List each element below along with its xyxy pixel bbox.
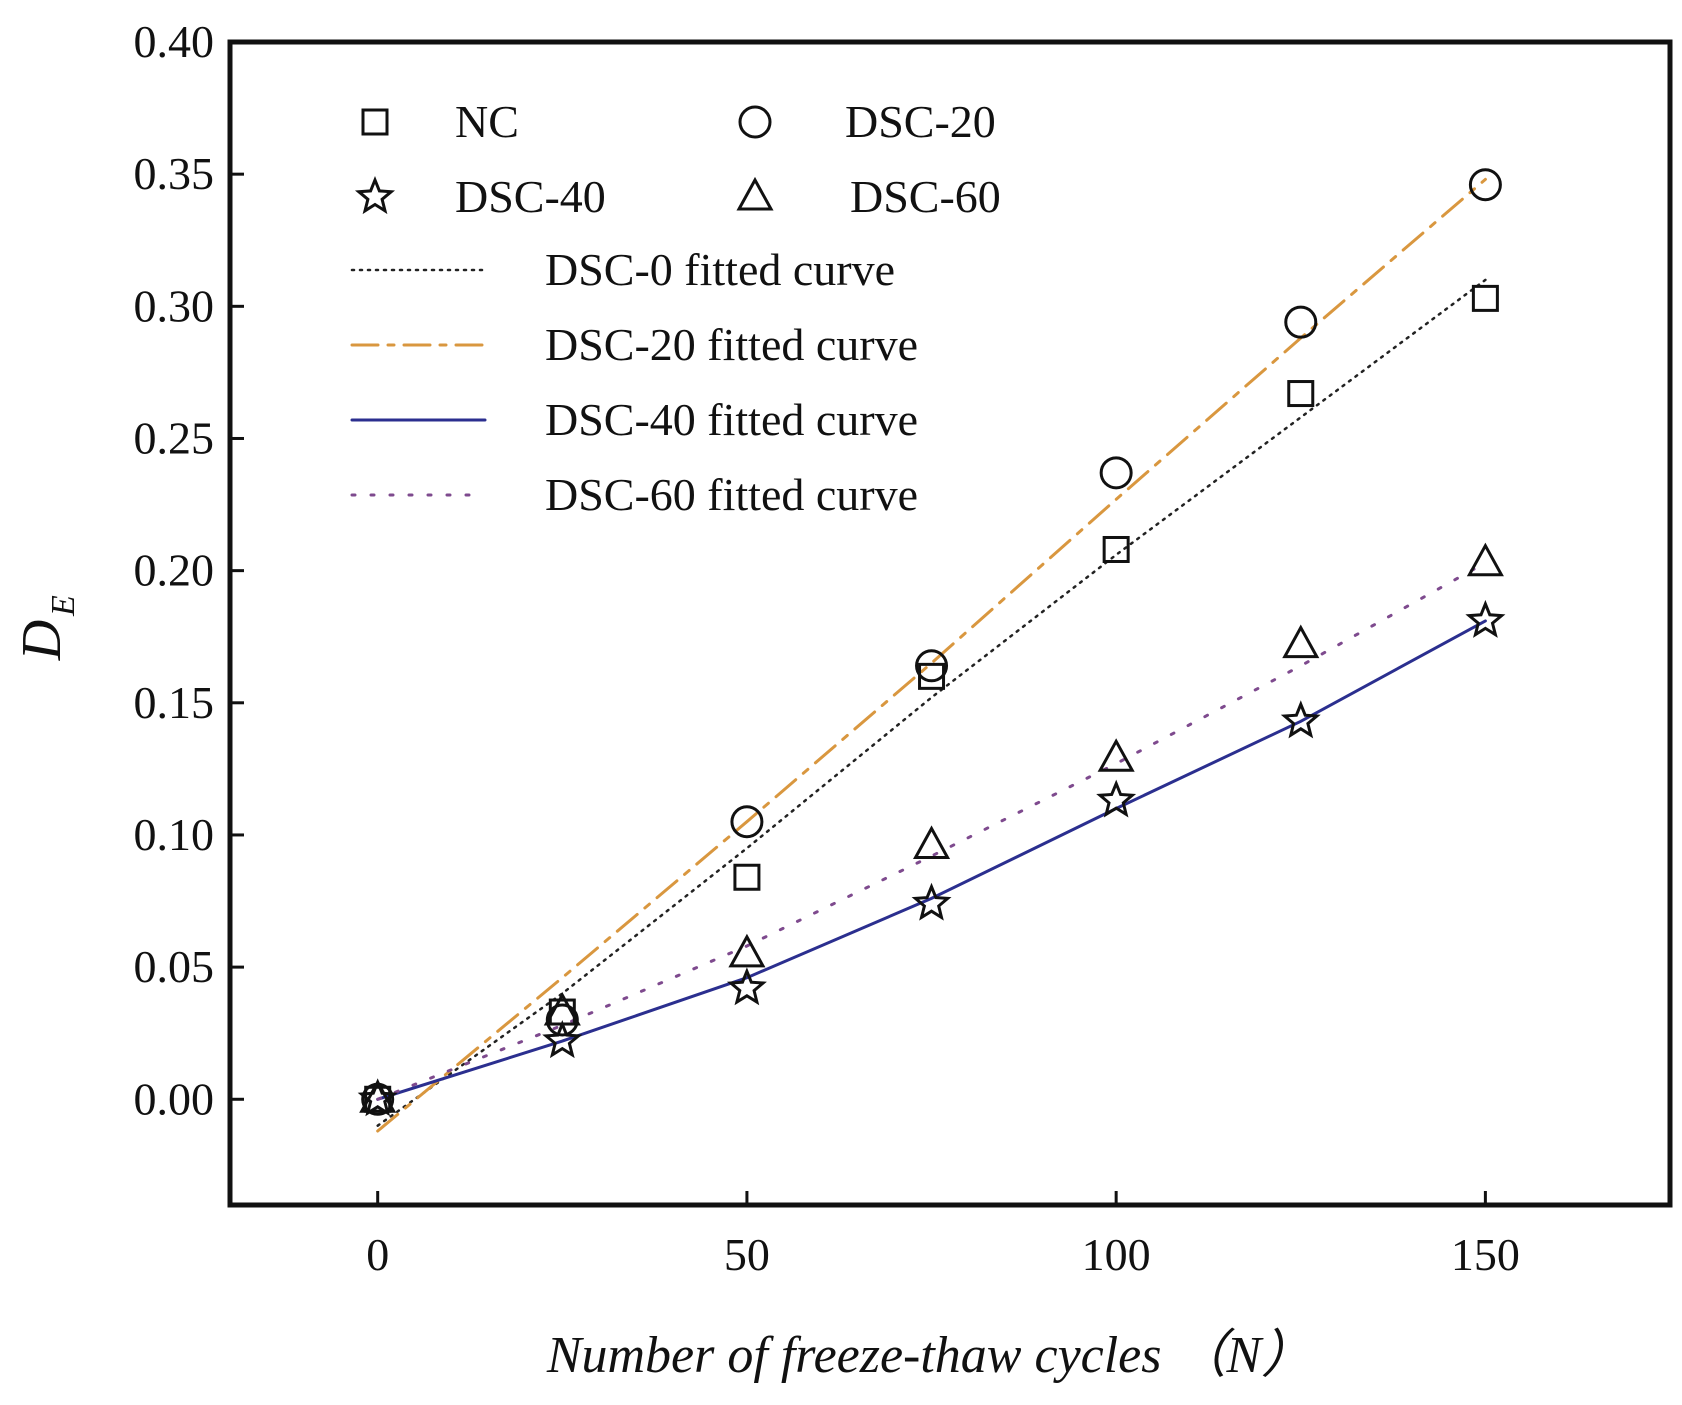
x-tick-label-3: 150	[1451, 1229, 1520, 1280]
marker-dsc-20-50	[730, 805, 764, 839]
marker-dsc-60-150	[1466, 542, 1504, 577]
marker-dsc-40-150	[1465, 599, 1506, 638]
fitted-curve-3	[376, 619, 1487, 1101]
marker-dsc-60-50	[728, 933, 766, 968]
y-tick-label-6: 0.30	[134, 280, 215, 331]
fitted-curve-1	[376, 278, 1487, 1127]
legend-label-nc: NC	[455, 96, 519, 147]
marker-dsc-40-50	[727, 967, 767, 1006]
y-axis-title-main: D	[11, 620, 73, 661]
marker-dsc-40-75	[911, 882, 952, 921]
legend-label-dsc-20: DSC-20	[845, 96, 996, 147]
y-axis-title-sub: E	[45, 595, 82, 617]
y-axis-title: D E	[11, 595, 82, 661]
legend-marker-dsc-20	[738, 105, 772, 139]
marker-dsc-60-0	[359, 1079, 397, 1113]
marker-dsc-40-0	[357, 1078, 398, 1117]
y-tick-label-4: 0.20	[134, 545, 215, 596]
fitted-curve-2	[376, 177, 1487, 1133]
marker-dsc-60-100	[1097, 738, 1135, 772]
marker-dsc-20-125	[1284, 305, 1318, 339]
marker-dsc-20-100	[1099, 456, 1133, 490]
y-tick-label-7: 0.35	[134, 148, 215, 199]
marker-nc-150	[1471, 284, 1499, 312]
x-tick-label-2: 100	[1082, 1229, 1151, 1280]
legend-marker-dsc-40	[354, 175, 396, 215]
marker-dsc-40-100	[1096, 779, 1137, 818]
legend-label-dsc-60: DSC-60	[850, 171, 1001, 222]
marker-dsc-20-150	[1468, 168, 1502, 202]
y-tick-label-1: 0.05	[134, 941, 215, 992]
x-axis-title: Number of freeze-thaw cycles （N）	[546, 1327, 1313, 1384]
y-tick-label-5: 0.25	[134, 412, 215, 463]
legend-marker-dsc-60	[736, 176, 774, 211]
marker-dsc-60-75	[912, 825, 951, 860]
legend-label-fitted-3: DSC-40 fitted curve	[545, 394, 918, 445]
x-tick-label-1: 50	[724, 1229, 770, 1280]
x-tick-label-0: 0	[366, 1229, 389, 1280]
marker-dsc-60-125	[1282, 624, 1320, 659]
legend-marker-nc	[361, 108, 389, 136]
y-tick-label-0: 0.00	[134, 1073, 215, 1124]
legend-label-fitted-4: DSC-60 fitted curve	[545, 469, 918, 520]
legend-label-fitted-1: DSC-0 fitted curve	[545, 244, 895, 295]
plot-frame	[227, 39, 1673, 1208]
legend-label-fitted-2: DSC-20 fitted curve	[545, 319, 918, 370]
marker-nc-100	[1102, 535, 1130, 563]
y-tick-label-8: 0.40	[134, 16, 215, 67]
y-tick-label-2: 0.10	[134, 809, 215, 860]
marker-dsc-20-75	[915, 649, 949, 683]
legend-label-dsc-40: DSC-40	[455, 171, 606, 222]
marker-nc-50	[733, 863, 761, 891]
y-tick-label-3: 0.15	[134, 677, 215, 728]
marker-dsc-40-125	[1280, 700, 1321, 739]
marker-dsc-40-25	[542, 1020, 583, 1059]
marker-dsc-60-25	[543, 991, 581, 1026]
marker-nc-125	[1287, 380, 1315, 408]
